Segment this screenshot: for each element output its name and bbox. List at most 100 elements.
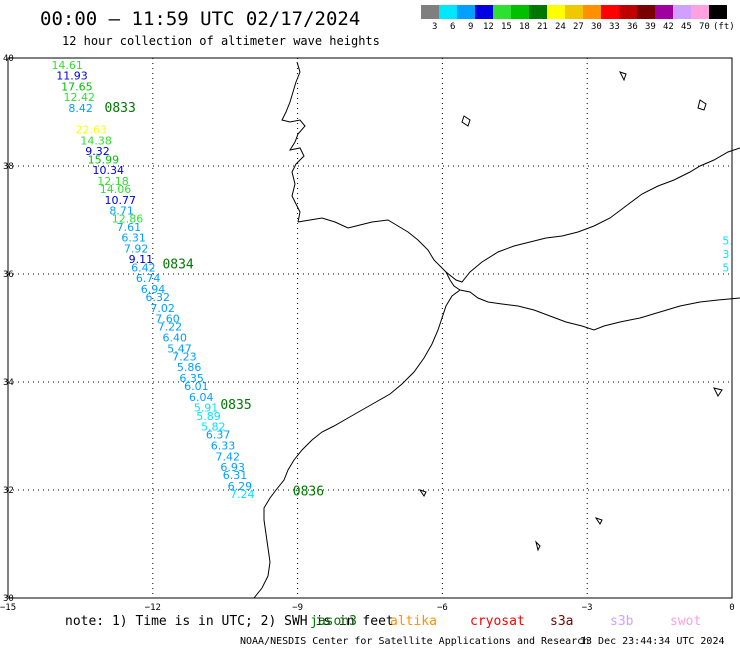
colorbar-cell: [457, 5, 475, 19]
colorbar-unit: (ft): [713, 22, 735, 32]
lat-tick-label: 34: [3, 378, 14, 388]
satellite-legend-item: jason3: [310, 614, 357, 629]
swh-value: 7.02: [150, 302, 175, 315]
swh-value: 6.32: [146, 291, 171, 304]
swh-value: 6.29: [228, 480, 253, 493]
pass-time: 0835: [220, 398, 251, 413]
swh-value: 17.65: [61, 80, 93, 93]
lon-tick-label: −9: [292, 603, 303, 613]
swh-value: 15.99: [88, 153, 120, 166]
swh-value: 7.22: [158, 321, 183, 334]
lat-tick-label: 32: [3, 486, 14, 496]
coast-morocco-atlantic: [253, 289, 461, 599]
colorbar-tick-label: 18: [519, 22, 530, 32]
coast-islet-4: [594, 517, 603, 525]
colorbar-cell: [529, 5, 547, 19]
axis-ticks: −15 −12 −9 −6 −3 0 30 32 34 36 38 40: [0, 54, 735, 613]
map-subtitle: 12 hour collection of altimeter wave hei…: [62, 34, 380, 48]
pass-time: 0836: [293, 484, 324, 499]
colorbar-cell: [619, 5, 637, 19]
swh-value: 8.42: [68, 102, 93, 115]
colorbar-tick-label: 45: [681, 22, 692, 32]
edge-track-fragments: 5.35: [722, 234, 733, 274]
swh-value: 6.42: [131, 261, 156, 274]
lon-tick-label: −3: [582, 603, 593, 613]
swh-value: 12.86: [112, 213, 144, 226]
colorbar-cell: [493, 5, 511, 19]
colorbar-cell: [439, 5, 457, 19]
graticule: [7, 57, 733, 599]
satellite-legend-item: swot: [670, 614, 702, 629]
footer-timestamp: 13 Dec 23:44:34 UTC 2024: [580, 636, 725, 647]
colorbar-tick-label: 21: [537, 22, 548, 32]
colorbar-tick-label: 15: [501, 22, 512, 32]
swh-value: 5.89: [196, 410, 221, 423]
swh-value-edge: 3: [722, 248, 729, 261]
colorbar-cell: [583, 5, 601, 19]
colorbar-tick-label: 24: [555, 22, 566, 32]
swh-value: 6.94: [141, 283, 166, 296]
colorbar-cell: [655, 5, 673, 19]
colorbar-cell: [637, 5, 655, 19]
lon-tick-label: −12: [145, 603, 161, 613]
colorbar-cell: [673, 5, 691, 19]
swh-value: 7.24: [230, 488, 255, 501]
colorbar-cell: [601, 5, 619, 19]
colorbar-tick-label: 6: [450, 22, 456, 32]
swh-value: 7.92: [124, 242, 149, 255]
swh-value: 10.77: [105, 194, 136, 207]
swh-value: 6.40: [162, 332, 187, 345]
colorbar-tick-label: 39: [645, 22, 656, 32]
coast-islet-6: [713, 387, 723, 397]
swh-value: 5.47: [167, 342, 192, 355]
note-text: note: 1) Time is in UTC; 2) SWH is in fe…: [65, 614, 394, 629]
coast-iberia-west: [281, 61, 306, 223]
satellite-legend-item: s3b: [610, 614, 634, 629]
colorbar-tick-label: 9: [468, 22, 474, 32]
coast-islet-1: [619, 71, 627, 82]
colorbar-cell: [475, 5, 493, 19]
swh-value: 12.42: [64, 91, 96, 104]
swh-value: 6.04: [189, 391, 214, 404]
lon-tick-label: 0: [729, 603, 734, 613]
coastline: [253, 61, 740, 599]
swh-value-edge: 5.: [722, 234, 733, 247]
swh-value: 5.86: [177, 361, 202, 374]
swh-value: 22.63: [76, 124, 108, 137]
colorbar-cell: [511, 5, 529, 19]
swh-value: 14.38: [80, 134, 112, 147]
swh-value: 6.93: [220, 461, 245, 474]
colorbar-cell: [709, 5, 727, 19]
colorbar-cell: [547, 5, 565, 19]
colorbar-tick-label: 27: [573, 22, 584, 32]
colorbar-tick-label: 3: [432, 22, 438, 32]
colorbar-tick-label: 33: [609, 22, 620, 32]
swh-value: 7.42: [216, 450, 241, 463]
swh-value: 8.71: [109, 205, 134, 218]
lat-tick-label: 30: [3, 594, 14, 604]
colorbar-cell: [421, 5, 439, 19]
coast-gibraltar: [445, 271, 461, 291]
colorbar-tick-label: 36: [627, 22, 638, 32]
lon-tick-label: −6: [437, 603, 448, 613]
colorbar-cell: [691, 5, 709, 19]
lat-tick-label: 40: [3, 54, 14, 64]
swh-value: 10.34: [92, 164, 124, 177]
swh-value: 6.74: [136, 272, 161, 285]
swh-value: 6.31: [121, 232, 146, 245]
map-title: 00:00 — 11:59 UTC 02/17/2024: [40, 8, 361, 30]
satellite-legend-item: s3a: [550, 614, 574, 629]
swh-value: 6.31: [223, 469, 248, 482]
swh-value: 5.91: [194, 402, 219, 415]
colorbar-tick-label: 42: [663, 22, 674, 32]
swh-value: 6.35: [179, 372, 204, 385]
pass-time-labels: 0833 0834 0835 0836: [105, 101, 325, 499]
swh-value: 6.33: [211, 440, 236, 453]
coast-iberia-south: [297, 147, 740, 283]
swh-value: 11.93: [56, 70, 87, 83]
coast-balearic: [697, 99, 707, 111]
swh-value-edge: 5: [722, 261, 729, 274]
swh-value: 12.18: [97, 175, 129, 188]
